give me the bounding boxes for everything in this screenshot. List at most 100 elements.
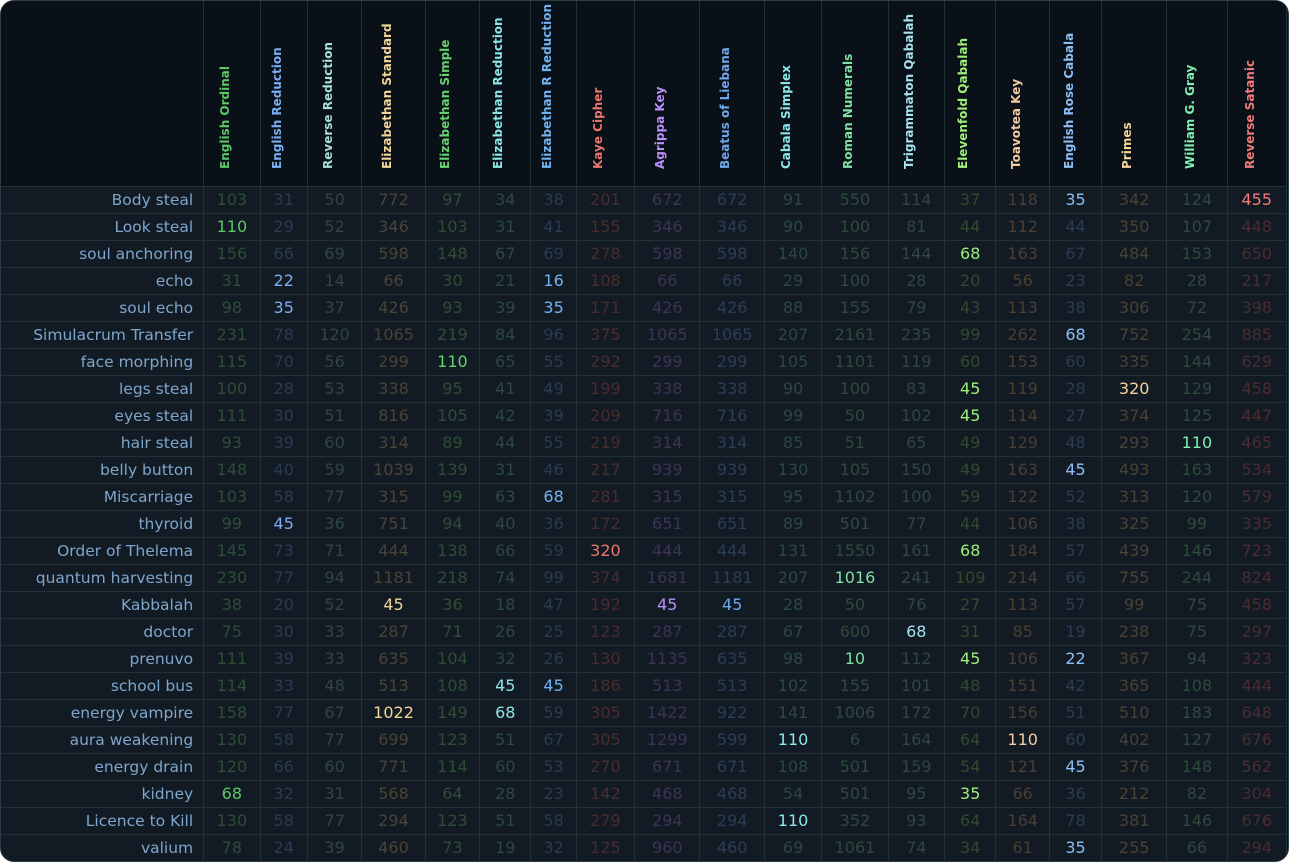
cipher-value-cell[interactable]: 59 bbox=[530, 537, 577, 565]
cipher-value-cell[interactable]: 426 bbox=[361, 294, 426, 322]
cipher-value-cell[interactable]: 145 bbox=[203, 537, 261, 565]
cipher-value-cell[interactable]: 1101 bbox=[821, 348, 889, 376]
cipher-value-cell[interactable]: 287 bbox=[634, 618, 701, 646]
cipher-value-cell[interactable]: 51 bbox=[306, 402, 363, 430]
cipher-value-cell[interactable]: 315 bbox=[361, 483, 426, 511]
cipher-value-cell[interactable]: 99 bbox=[424, 483, 481, 511]
cipher-value-cell[interactable]: 30 bbox=[424, 267, 481, 295]
cipher-value-cell[interactable]: 455 bbox=[1226, 186, 1288, 214]
cipher-value-cell[interactable]: 99 bbox=[1101, 591, 1168, 619]
cipher-value-cell[interactable]: 448 bbox=[1226, 213, 1288, 241]
cipher-value-cell[interactable]: 59 bbox=[530, 699, 577, 727]
cipher-value-cell[interactable]: 51 bbox=[479, 726, 532, 754]
cipher-value-cell[interactable]: 346 bbox=[634, 213, 701, 241]
cipher-value-cell[interactable]: 69 bbox=[530, 240, 577, 268]
cipher-value-cell[interactable]: 672 bbox=[699, 186, 765, 214]
cipher-value-cell[interactable]: 16 bbox=[530, 267, 577, 295]
cipher-value-cell[interactable]: 35 bbox=[259, 294, 308, 322]
cipher-value-cell[interactable]: 1022 bbox=[361, 699, 426, 727]
cipher-value-cell[interactable]: 31 bbox=[479, 213, 532, 241]
cipher-value-cell[interactable]: 100 bbox=[887, 483, 945, 511]
cipher-value-cell[interactable]: 501 bbox=[821, 510, 889, 538]
row-phrase-label[interactable]: Miscarriage bbox=[1, 483, 205, 511]
cipher-value-cell[interactable]: 816 bbox=[361, 402, 426, 430]
cipher-value-cell[interactable]: 46 bbox=[530, 456, 577, 484]
cipher-value-cell[interactable]: 10 bbox=[821, 645, 889, 673]
cipher-value-cell[interactable]: 1006 bbox=[821, 699, 889, 727]
cipher-value-cell[interactable]: 598 bbox=[361, 240, 426, 268]
cipher-value-cell[interactable]: 150 bbox=[887, 456, 945, 484]
cipher-value-cell[interactable]: 67 bbox=[530, 726, 577, 754]
cipher-value-cell[interactable]: 149 bbox=[424, 699, 481, 727]
cipher-value-cell[interactable]: 95 bbox=[887, 780, 945, 808]
cipher-value-cell[interactable]: 460 bbox=[361, 834, 426, 861]
cipher-value-cell[interactable]: 294 bbox=[361, 807, 426, 835]
cipher-value-cell[interactable]: 163 bbox=[995, 240, 1050, 268]
cipher-value-cell[interactable]: 39 bbox=[306, 834, 363, 861]
cipher-value-cell[interactable]: 771 bbox=[361, 753, 426, 781]
cipher-value-cell[interactable]: 108 bbox=[763, 753, 823, 781]
cipher-value-cell[interactable]: 58 bbox=[259, 807, 308, 835]
cipher-value-cell[interactable]: 31 bbox=[203, 267, 261, 295]
column-header[interactable]: English Rose Cabala bbox=[1048, 1, 1103, 187]
column-header[interactable]: Reverse Satanic bbox=[1226, 1, 1288, 187]
cipher-value-cell[interactable]: 101 bbox=[887, 672, 945, 700]
cipher-value-cell[interactable]: 78 bbox=[259, 321, 308, 349]
cipher-value-cell[interactable]: 510 bbox=[1101, 699, 1168, 727]
cipher-value-cell[interactable]: 65 bbox=[479, 348, 532, 376]
cipher-value-cell[interactable]: 44 bbox=[943, 510, 997, 538]
cipher-value-cell[interactable]: 66 bbox=[995, 780, 1050, 808]
cipher-value-cell[interactable]: 74 bbox=[479, 564, 532, 592]
cipher-value-cell[interactable]: 121 bbox=[995, 753, 1050, 781]
cipher-value-cell[interactable]: 138 bbox=[424, 537, 481, 565]
cipher-value-cell[interactable]: 199 bbox=[575, 375, 636, 403]
cipher-value-cell[interactable]: 444 bbox=[1226, 672, 1288, 700]
cipher-value-cell[interactable]: 207 bbox=[763, 564, 823, 592]
cipher-value-cell[interactable]: 230 bbox=[203, 564, 261, 592]
cipher-value-cell[interactable]: 28 bbox=[259, 375, 308, 403]
cipher-value-cell[interactable]: 320 bbox=[575, 537, 636, 565]
row-phrase-label[interactable]: belly button bbox=[1, 456, 205, 484]
cipher-value-cell[interactable]: 676 bbox=[1226, 726, 1288, 754]
cipher-value-cell[interactable]: 99 bbox=[943, 321, 997, 349]
cipher-value-cell[interactable]: 32 bbox=[259, 780, 308, 808]
row-phrase-label[interactable]: energy vampire bbox=[1, 699, 205, 727]
cipher-value-cell[interactable]: 163 bbox=[995, 456, 1050, 484]
cipher-value-cell[interactable]: 444 bbox=[361, 537, 426, 565]
cipher-value-cell[interactable]: 824 bbox=[1226, 564, 1288, 592]
cipher-value-cell[interactable]: 105 bbox=[763, 348, 823, 376]
cipher-value-cell[interactable]: 212 bbox=[1101, 780, 1168, 808]
cipher-value-cell[interactable]: 28 bbox=[887, 267, 945, 295]
cipher-value-cell[interactable]: 484 bbox=[1101, 240, 1168, 268]
cipher-value-cell[interactable]: 219 bbox=[424, 321, 481, 349]
cipher-value-cell[interactable]: 54 bbox=[943, 753, 997, 781]
cipher-value-cell[interactable]: 1550 bbox=[821, 537, 889, 565]
cipher-value-cell[interactable]: 64 bbox=[424, 780, 481, 808]
cipher-value-cell[interactable]: 939 bbox=[699, 456, 765, 484]
cipher-value-cell[interactable]: 45 bbox=[259, 510, 308, 538]
cipher-value-cell[interactable]: 75 bbox=[1166, 618, 1228, 646]
cipher-value-cell[interactable]: 513 bbox=[361, 672, 426, 700]
cipher-value-cell[interactable]: 144 bbox=[887, 240, 945, 268]
cipher-value-cell[interactable]: 231 bbox=[203, 321, 261, 349]
cipher-value-cell[interactable]: 374 bbox=[1101, 402, 1168, 430]
cipher-value-cell[interactable]: 381 bbox=[1101, 807, 1168, 835]
cipher-value-cell[interactable]: 73 bbox=[259, 537, 308, 565]
cipher-value-cell[interactable]: 66 bbox=[1048, 564, 1103, 592]
cipher-value-cell[interactable]: 305 bbox=[575, 726, 636, 754]
cipher-value-cell[interactable]: 77 bbox=[887, 510, 945, 538]
cipher-value-cell[interactable]: 19 bbox=[479, 834, 532, 861]
cipher-value-cell[interactable]: 1422 bbox=[634, 699, 701, 727]
cipher-value-cell[interactable]: 119 bbox=[995, 375, 1050, 403]
cipher-value-cell[interactable]: 82 bbox=[1101, 267, 1168, 295]
cipher-value-cell[interactable]: 77 bbox=[306, 483, 363, 511]
row-phrase-label[interactable]: prenuvo bbox=[1, 645, 205, 673]
cipher-value-cell[interactable]: 164 bbox=[887, 726, 945, 754]
cipher-value-cell[interactable]: 1135 bbox=[634, 645, 701, 673]
cipher-value-cell[interactable]: 314 bbox=[699, 429, 765, 457]
cipher-value-cell[interactable]: 85 bbox=[763, 429, 823, 457]
cipher-value-cell[interactable]: 79 bbox=[887, 294, 945, 322]
cipher-value-cell[interactable]: 108 bbox=[424, 672, 481, 700]
cipher-value-cell[interactable]: 270 bbox=[575, 753, 636, 781]
cipher-value-cell[interactable]: 568 bbox=[361, 780, 426, 808]
